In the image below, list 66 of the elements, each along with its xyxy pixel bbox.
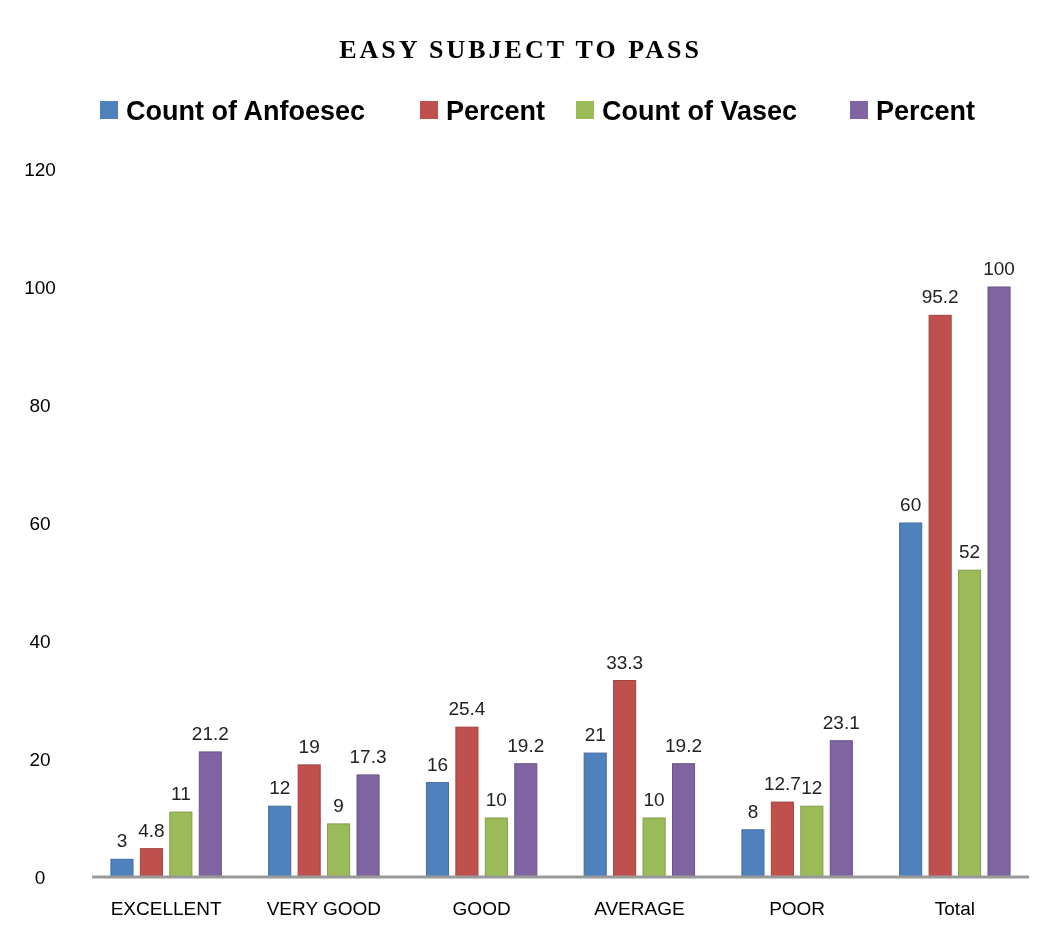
data-label: 17.3 bbox=[349, 745, 387, 767]
bar bbox=[169, 811, 193, 878]
y-tick-label: 0 bbox=[34, 867, 46, 888]
data-label: 16 bbox=[426, 753, 449, 775]
bar bbox=[514, 763, 538, 878]
x-tick-label: POOR bbox=[769, 898, 826, 919]
y-tick-label: 60 bbox=[29, 513, 51, 534]
y-tick-label: 100 bbox=[24, 277, 56, 298]
x-tick-label: AVERAGE bbox=[594, 898, 685, 919]
data-label: 11 bbox=[171, 783, 191, 805]
legend-label: Percent bbox=[446, 96, 546, 126]
data-label: 25.4 bbox=[448, 698, 486, 720]
data-label: 33.3 bbox=[606, 651, 644, 673]
bar bbox=[928, 314, 952, 878]
chart-title: EASY SUBJECT TO PASS bbox=[339, 35, 702, 64]
bar bbox=[198, 751, 222, 878]
data-label: 9 bbox=[333, 794, 344, 816]
data-label: 95.2 bbox=[921, 286, 959, 308]
bar bbox=[455, 726, 479, 878]
bar bbox=[958, 569, 982, 878]
y-tick-label: 120 bbox=[24, 159, 56, 180]
y-tick-label: 40 bbox=[29, 631, 51, 652]
bar bbox=[484, 817, 508, 878]
data-label: 19.2 bbox=[665, 734, 703, 756]
bar bbox=[297, 764, 321, 878]
bar bbox=[327, 823, 351, 878]
bar bbox=[425, 782, 449, 878]
bar bbox=[642, 817, 666, 878]
bar bbox=[583, 752, 607, 878]
data-label: 3 bbox=[116, 830, 128, 852]
data-label: 8 bbox=[747, 800, 759, 822]
y-tick-label: 80 bbox=[29, 395, 51, 416]
y-tick-label: 20 bbox=[29, 749, 51, 770]
x-tick-label: Total bbox=[934, 898, 975, 919]
legend-label: Count of Anfoesec bbox=[126, 96, 365, 126]
data-label: 21.2 bbox=[191, 722, 229, 744]
data-label: 100 bbox=[983, 258, 1015, 279]
data-label: 21 bbox=[584, 724, 606, 746]
bar bbox=[356, 774, 380, 878]
bar bbox=[613, 680, 637, 878]
bar bbox=[899, 522, 923, 878]
bar bbox=[800, 805, 824, 878]
data-label: 19.2 bbox=[507, 734, 545, 756]
data-label: 52 bbox=[959, 541, 981, 563]
data-label: 12.7 bbox=[763, 773, 801, 795]
bar bbox=[770, 801, 794, 878]
data-label: 23.1 bbox=[822, 711, 860, 733]
bar bbox=[672, 763, 696, 878]
bar bbox=[139, 848, 163, 878]
legend-label: Percent bbox=[876, 96, 976, 126]
data-label: 60 bbox=[900, 494, 922, 515]
bar bbox=[268, 805, 292, 878]
x-tick-label: GOOD bbox=[452, 898, 511, 919]
x-tick-label: VERY GOOD bbox=[266, 898, 382, 919]
data-label: 19 bbox=[298, 735, 320, 757]
bar bbox=[829, 740, 853, 878]
data-label: 12 bbox=[269, 777, 291, 799]
data-label: 10 bbox=[643, 789, 665, 810]
bar bbox=[741, 829, 765, 878]
legend-label: Count of Vasec bbox=[602, 96, 798, 126]
bar bbox=[987, 286, 1011, 878]
bar bbox=[110, 858, 134, 878]
data-label: 12 bbox=[801, 777, 823, 799]
data-label: 10 bbox=[485, 789, 507, 810]
x-tick-label: EXCELLENT bbox=[110, 898, 222, 919]
data-label: 4.8 bbox=[138, 819, 165, 841]
